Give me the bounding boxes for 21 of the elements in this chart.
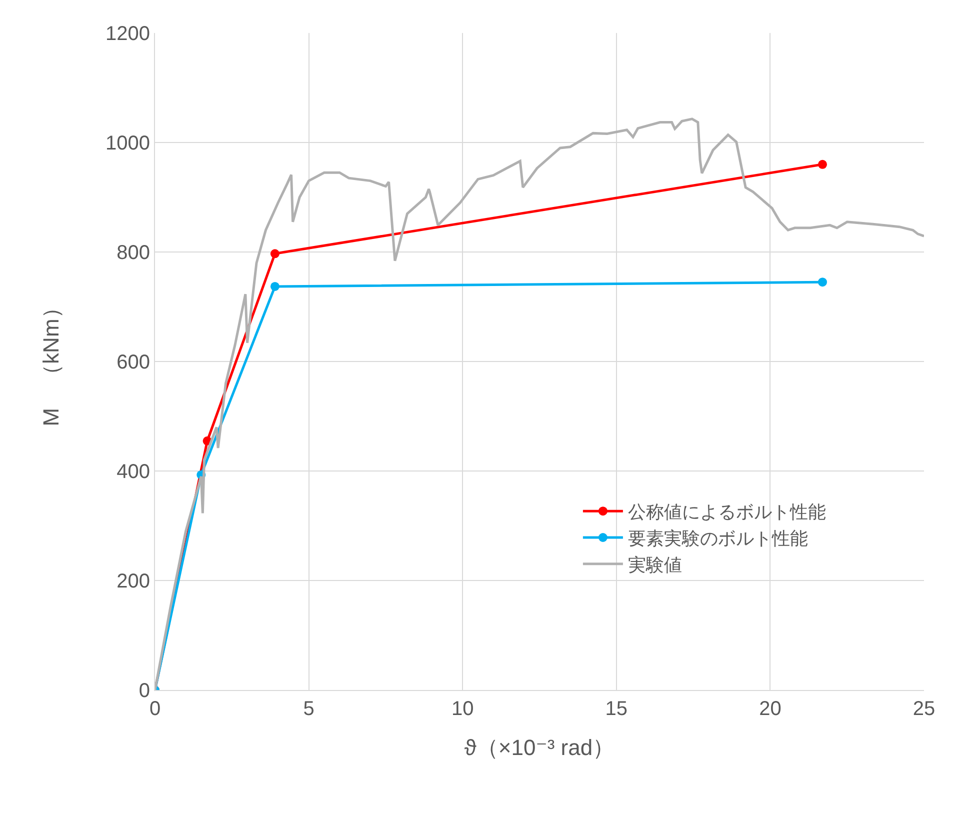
x-tick-label: 25 — [912, 698, 936, 720]
point — [818, 278, 827, 287]
y-tick-label: 600 — [116, 352, 150, 374]
y-tick-label: 0 — [138, 680, 150, 702]
point — [818, 160, 827, 169]
legend-label: 実験値 — [628, 554, 682, 575]
y-tick-label: 200 — [116, 570, 150, 592]
y-tick-label: 1000 — [106, 132, 150, 154]
x-tick-label: 15 — [605, 698, 628, 720]
x-axis-title: ϑ（×10⁻³ rad） — [464, 734, 615, 760]
x-tick-label: 20 — [759, 698, 782, 720]
legend-label: 要素実験のボルト性能 — [628, 528, 808, 549]
y-tick-label: 800 — [116, 242, 150, 264]
y-axis-title: M （kNm） — [38, 296, 64, 426]
point — [270, 282, 280, 291]
x-tick-label: 5 — [303, 698, 314, 720]
point — [270, 249, 280, 258]
y-tick-label: 400 — [116, 461, 150, 483]
x-tick-label: 10 — [451, 698, 474, 720]
legend-label: 公称値によるボルト性能 — [628, 502, 826, 522]
y-tick-label: 1200 — [106, 23, 150, 45]
